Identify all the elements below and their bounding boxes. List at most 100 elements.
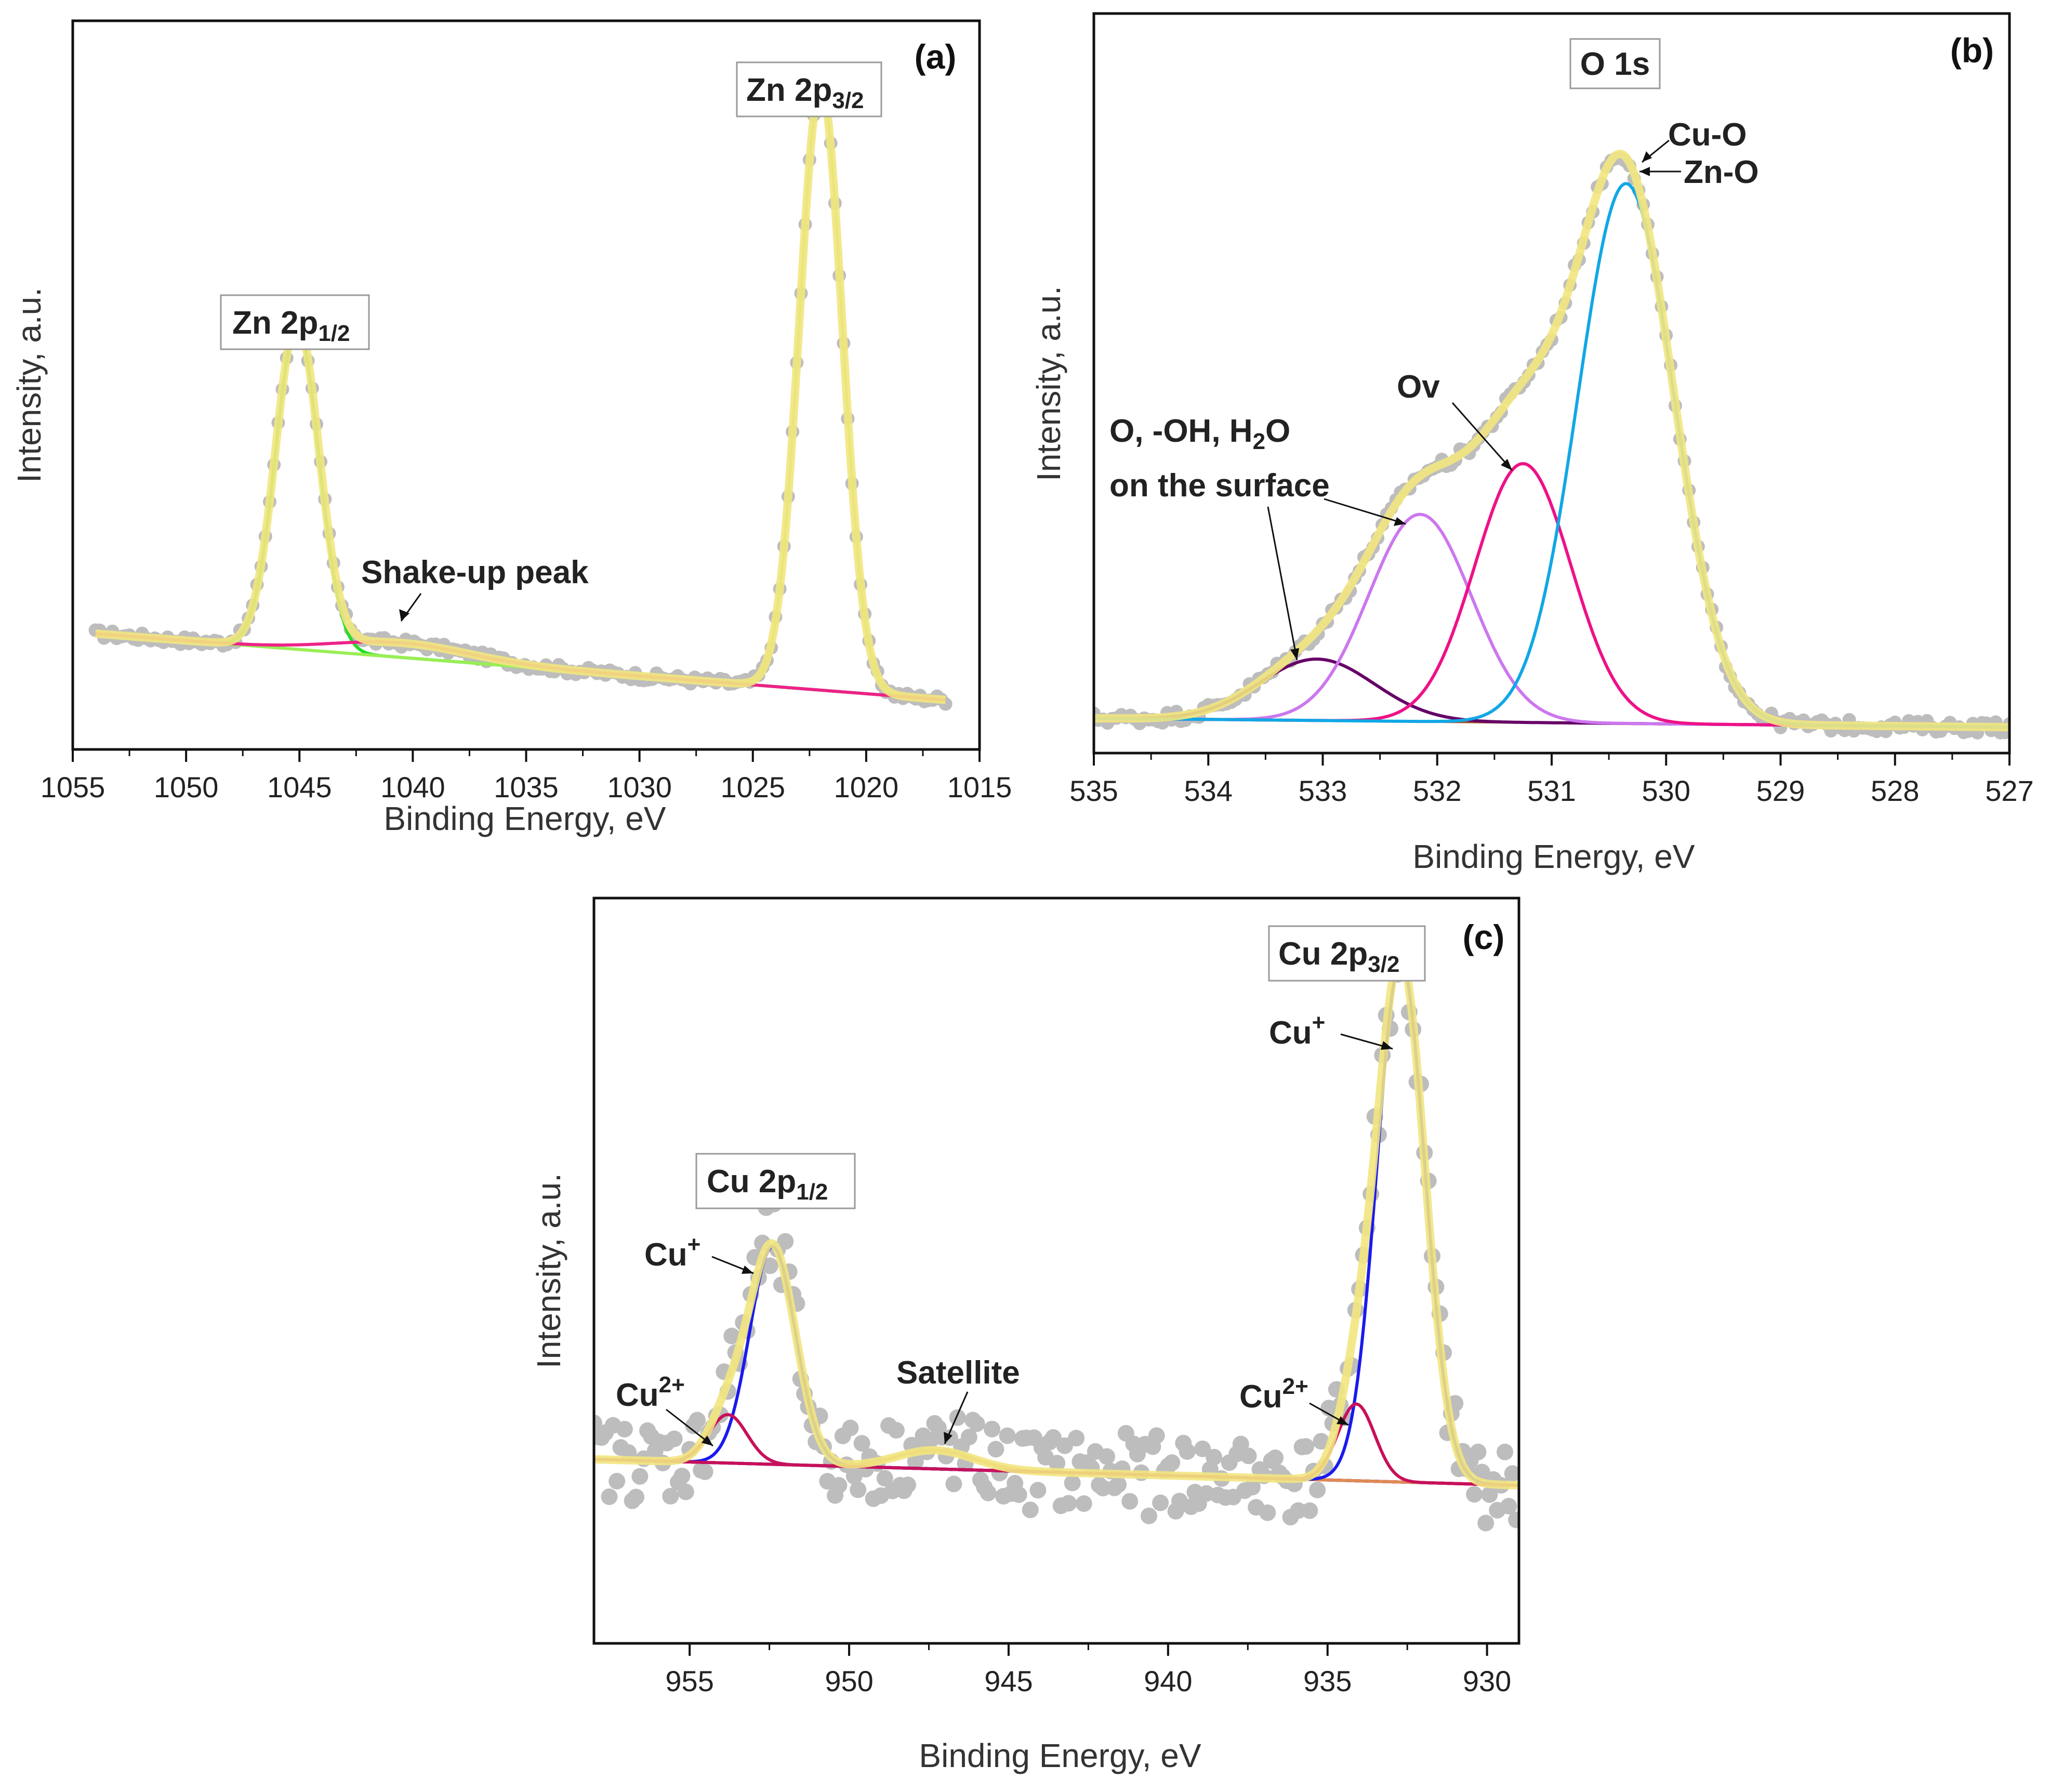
experimental-point: [1477, 1514, 1494, 1532]
arrowhead-zn-o: [1639, 167, 1650, 176]
x-tick-label: 531: [1527, 774, 1576, 807]
experimental-point: [1206, 1448, 1223, 1466]
experimental-point: [662, 1487, 679, 1505]
experimental-point: [1504, 1465, 1519, 1482]
annotation-cu2-plus-left: Cu2+: [616, 1372, 685, 1413]
x-tick-label: 534: [1184, 774, 1233, 807]
experimental-point: [830, 1477, 848, 1494]
experimental-point: [907, 1453, 924, 1470]
svg-text:Cu 2p1/2: Cu 2p1/2: [707, 1164, 828, 1205]
annotation-cu-sup: +: [687, 1232, 701, 1257]
experimental-point: [601, 1488, 618, 1505]
annotation-cu-plus-left: Cu+: [644, 1232, 700, 1273]
panel-c-plot-area: [594, 930, 1519, 1532]
experimental-point: [968, 1415, 985, 1432]
experimental-point: [696, 1463, 713, 1480]
experimental-point: [1267, 1450, 1284, 1466]
experimental-point: [1497, 1443, 1513, 1460]
x-tick-label: 1040: [380, 771, 445, 803]
peak-label-main: Cu 2p: [707, 1164, 796, 1200]
panel-a-xlabel: Binding Energy, eV: [383, 800, 666, 837]
x-tick-label: 1035: [494, 771, 559, 803]
panel-b-label: (b): [1950, 31, 1994, 70]
experimental-point: [1068, 1430, 1085, 1447]
peak-label-sub: 1/2: [796, 1179, 828, 1205]
annotation-surface-tail: O: [1265, 413, 1290, 449]
annotation-on-the-surface: on the surface: [1109, 468, 1330, 504]
experimental-point: [1060, 1495, 1077, 1512]
component-cu-o-zn-o: [1094, 182, 2009, 729]
annotation-shake-up-peak: Shake-up peak: [361, 555, 589, 590]
peak-label-main: Zn 2p: [746, 72, 832, 108]
arrowhead-shake-up: [399, 609, 409, 621]
panel-c-label: (c): [1463, 918, 1505, 956]
x-tick-label: 945: [984, 1665, 1033, 1697]
experimental-point: [723, 1327, 740, 1345]
panel-a-plot-area: [88, 81, 953, 711]
x-tick-label: 955: [665, 1665, 713, 1697]
arrow-surface-purple: [1324, 498, 1406, 525]
envelope-fit: [95, 81, 946, 704]
experimental-point: [1508, 1511, 1519, 1529]
arrowhead-cu-plus-right: [1381, 1041, 1393, 1050]
panel-c-xlabel: Binding Energy, eV: [919, 1737, 1201, 1774]
experimental-point: [666, 1430, 683, 1447]
arrowhead-cu2-plus-left: [702, 1435, 713, 1446]
panel-a-label: (a): [915, 37, 957, 76]
experimental-point: [1148, 1427, 1165, 1444]
peak-label-cu-2p32: Cu 2p3/2: [1268, 925, 1426, 982]
panel-b-ylabel: Intensity, a.u.: [1030, 286, 1067, 481]
experimental-point: [631, 1468, 649, 1485]
component-zn-2p3-2: [95, 83, 946, 702]
experimental-point: [1466, 1486, 1483, 1503]
experimental-point: [1232, 1435, 1249, 1453]
panel-c: 955 950 945 940 935 930 Binding Energy, eV In…: [530, 897, 1520, 1774]
experimental-point: [616, 1420, 633, 1438]
experimental-point: [1110, 1476, 1127, 1493]
experimental-point: [609, 1472, 626, 1490]
experimental-point: [1064, 1474, 1081, 1492]
experimental-point: [1022, 1501, 1039, 1519]
experimental-point: [888, 1422, 905, 1439]
experimental-point: [987, 1441, 1004, 1458]
panel-c-frame: [592, 897, 1520, 1645]
annotation-cu2-plus-right: Cu2+: [1239, 1374, 1308, 1415]
panel-b-frame: [1092, 12, 2011, 755]
experimental-point: [1309, 1481, 1326, 1498]
experimental-point: [1141, 1507, 1157, 1524]
experimental-point: [1259, 1504, 1276, 1521]
x-tick-label: 533: [1299, 774, 1347, 807]
arrowhead-cu2-plus-right: [1337, 1416, 1348, 1425]
experimental-point: [1481, 1486, 1498, 1503]
panel-a-x-ticks: 1055 1050 1045 1040 1035 1030 1025 1020 1015: [41, 749, 1012, 803]
component-o-oh-h2o: [1094, 657, 2009, 729]
experimental-point: [1010, 1486, 1027, 1503]
x-tick-label: 532: [1413, 774, 1461, 807]
annotation-cu-plus-right: Cu+: [1269, 1010, 1325, 1051]
peak-label-zn-2p12: Zn 2p1/2: [220, 294, 370, 350]
peak-label-main: Zn 2p: [232, 305, 318, 341]
annotation-cu-o: Cu-O: [1668, 117, 1747, 153]
peak-label-sub: 1/2: [318, 321, 350, 346]
experimental-point: [1121, 1493, 1139, 1510]
annotation-satellite: Satellite: [896, 1355, 1020, 1391]
panel-c-x-ticks: 955 950 945 940 935 930: [665, 1643, 1511, 1697]
peak-label-main: O 1s: [1580, 46, 1650, 82]
experimental-point: [1163, 1454, 1181, 1471]
experimental-point: [1301, 1502, 1318, 1519]
experimental-point: [1094, 1480, 1112, 1497]
experimental-point: [984, 1420, 1000, 1438]
envelope-fit: [1094, 149, 2009, 732]
annotation-cu-sup: 2+: [659, 1372, 685, 1398]
svg-text:Zn 2p3/2: Zn 2p3/2: [746, 72, 864, 113]
experimental-point: [628, 1488, 644, 1506]
experimental-point: [1075, 1495, 1092, 1512]
experimental-point: [850, 1481, 867, 1498]
x-tick-label: 527: [1985, 774, 2033, 807]
peak-label-sub: 3/2: [832, 88, 864, 113]
annotation-cu-text: Cu: [1269, 1015, 1312, 1051]
experimental-point: [1470, 1443, 1487, 1460]
experimental-point: [900, 1477, 916, 1494]
experimental-point: [1500, 1498, 1517, 1514]
